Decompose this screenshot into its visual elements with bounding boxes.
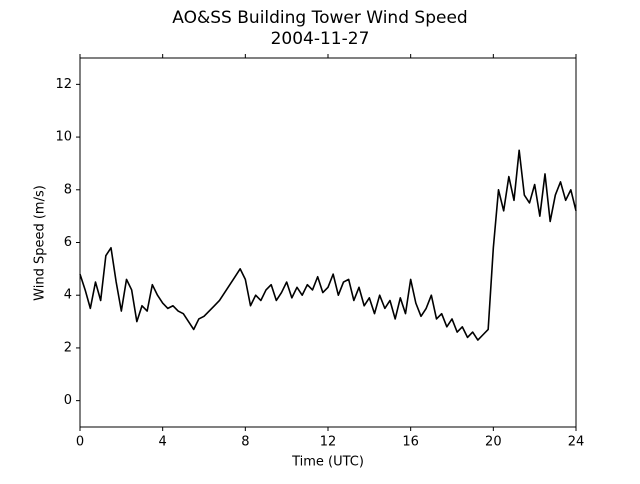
y-tick-label: 6	[64, 235, 72, 250]
y-tick-label: 10	[55, 130, 72, 145]
x-tick-label: 20	[485, 435, 502, 450]
y-tick-label: 2	[64, 340, 72, 355]
x-tick-label: 12	[320, 435, 337, 450]
x-tick-label: 16	[402, 435, 419, 450]
y-tick-label: 12	[55, 77, 72, 92]
y-tick-label: 4	[64, 288, 72, 303]
x-tick-label: 24	[568, 435, 585, 450]
chart-subtitle: 2004-11-27	[271, 29, 370, 49]
y-tick-label: 8	[64, 182, 72, 197]
y-tick-label: 0	[64, 393, 72, 408]
y-axis-label: Wind Speed (m/s)	[33, 185, 48, 301]
chart-title: AO&SS Building Tower Wind Speed	[172, 8, 467, 28]
line-series	[79, 149, 577, 341]
plot-frame	[79, 57, 577, 428]
x-tick-label: 8	[241, 435, 249, 450]
x-tick-label: 4	[159, 435, 167, 450]
x-axis-label: Time (UTC)	[291, 455, 364, 470]
x-tick-label: 0	[76, 435, 84, 450]
